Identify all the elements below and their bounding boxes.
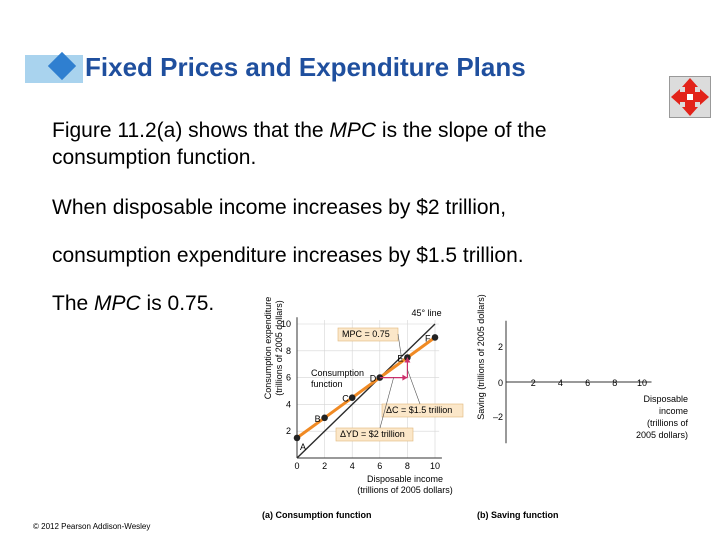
- b-xtick-label: 2: [531, 378, 536, 388]
- b-xtick-label: 6: [585, 378, 590, 388]
- a-point-b: [321, 414, 328, 422]
- a-point-label-b: B: [315, 414, 321, 424]
- b-xlabel-line1: Disposable: [643, 394, 688, 404]
- a-point-label-e: E: [397, 354, 403, 364]
- a-dyd-leader: [379, 377, 394, 429]
- saving-function-chart: Saving (trillions of 2005 dollars) 0 2 4 6 8…: [476, 294, 688, 520]
- b-ylabel: Saving (trillions of 2005 dollars): [476, 294, 486, 420]
- a-xtick-label: 8: [405, 461, 410, 471]
- b-ytick-label: 2: [498, 342, 503, 352]
- a-caption: (a) Consumption function: [262, 510, 371, 520]
- a-ylabel-line1: Consumption expenditure: [263, 297, 273, 400]
- b-xlabel-line3: (trillions of: [647, 418, 689, 428]
- a-point-f: [431, 334, 439, 341]
- para1-pre-text: Figure 11.2(a) shows that the: [52, 119, 330, 142]
- a-dc-label-text: ΔC = $1.5 trillion: [386, 405, 452, 415]
- a-xtick-label: 4: [350, 461, 355, 471]
- consumption-function-chart: Consumption expenditure (trillions of 20…: [262, 297, 464, 520]
- a-ytick-label: 4: [286, 399, 291, 409]
- a-ytick-label: 10: [281, 319, 291, 329]
- a-dc-arrowhead: [404, 357, 411, 363]
- a-45-label: 45° line: [412, 308, 442, 318]
- a-consumption-function-line: [296, 336, 436, 440]
- b-xtick-label: 0: [498, 378, 503, 388]
- b-xtick-label: 8: [612, 378, 617, 388]
- para4-mpc-text: MPC: [94, 292, 141, 315]
- a-mpc-leader: [397, 333, 403, 361]
- a-xtick-label: 10: [430, 461, 440, 471]
- a-consumption-label-2: function: [311, 379, 343, 389]
- a-point-label-a: A: [300, 442, 306, 452]
- a-dyd-arrowhead: [402, 374, 408, 381]
- a-ytick-label: 6: [286, 373, 291, 383]
- para1-post-text: is the slope of the consumption function…: [52, 119, 547, 169]
- a-point-label-d: D: [370, 374, 377, 384]
- b-caption: (b) Saving function: [477, 510, 559, 520]
- a-ylabel-line2: (trillions of 2005 dollars): [274, 300, 284, 396]
- a-point-label-c: C: [342, 394, 349, 404]
- a-dc-leader: [407, 369, 421, 405]
- b-ytick-label: –2: [493, 412, 503, 422]
- a-point-c: [348, 394, 356, 402]
- paragraph-mpc-slope: Figure 11.2(a) shows that the MPC is the…: [52, 117, 652, 171]
- b-xlabel-line2: income: [659, 406, 688, 416]
- a-xtick-label: 0: [294, 461, 299, 471]
- paragraph-consumption-increase: consumption expenditure increases by $1.…: [52, 244, 524, 267]
- a-ytick-label: 8: [286, 346, 291, 356]
- b-xlabel-line4: 2005 dollars): [636, 430, 688, 440]
- a-xlabel-line1: Disposable income: [367, 474, 443, 484]
- b-xtick-label: 4: [558, 378, 563, 388]
- paragraph-income-increase: When disposable income increases by $2 t…: [52, 196, 507, 219]
- a-xlabel-line2: (trillions of 2005 dollars): [357, 485, 453, 495]
- a-mpc-label-text: MPC = 0.75: [342, 329, 390, 339]
- move-arrows-icon[interactable]: [669, 76, 711, 118]
- para1-mpc-text: MPC: [329, 119, 377, 142]
- a-dc-label-box: [381, 403, 464, 418]
- b-xtick-label: 10: [637, 378, 647, 388]
- a-point-a: [293, 434, 301, 442]
- para4-post-text: is 0.75.: [140, 292, 215, 315]
- para4-pre-text: The: [52, 292, 95, 315]
- copyright-notice: © 2012 Pearson Addison-Wesley: [33, 522, 151, 531]
- a-consumption-label-1: Consumption: [311, 368, 364, 378]
- a-dyd-label-box: [335, 427, 414, 442]
- a-xtick-label: 2: [322, 461, 327, 471]
- a-dyd-label-text: ΔYD = $2 trillion: [340, 429, 405, 439]
- paragraph-mpc-value: The MPC is 0.75.: [52, 290, 652, 317]
- a-45-degree-line: [296, 323, 436, 459]
- slide-title: Fixed Prices and Expenditure Plans: [85, 52, 526, 82]
- a-ytick-label: 2: [286, 426, 291, 436]
- a-xtick-label: 6: [377, 461, 382, 471]
- a-point-label-f: F: [425, 333, 431, 343]
